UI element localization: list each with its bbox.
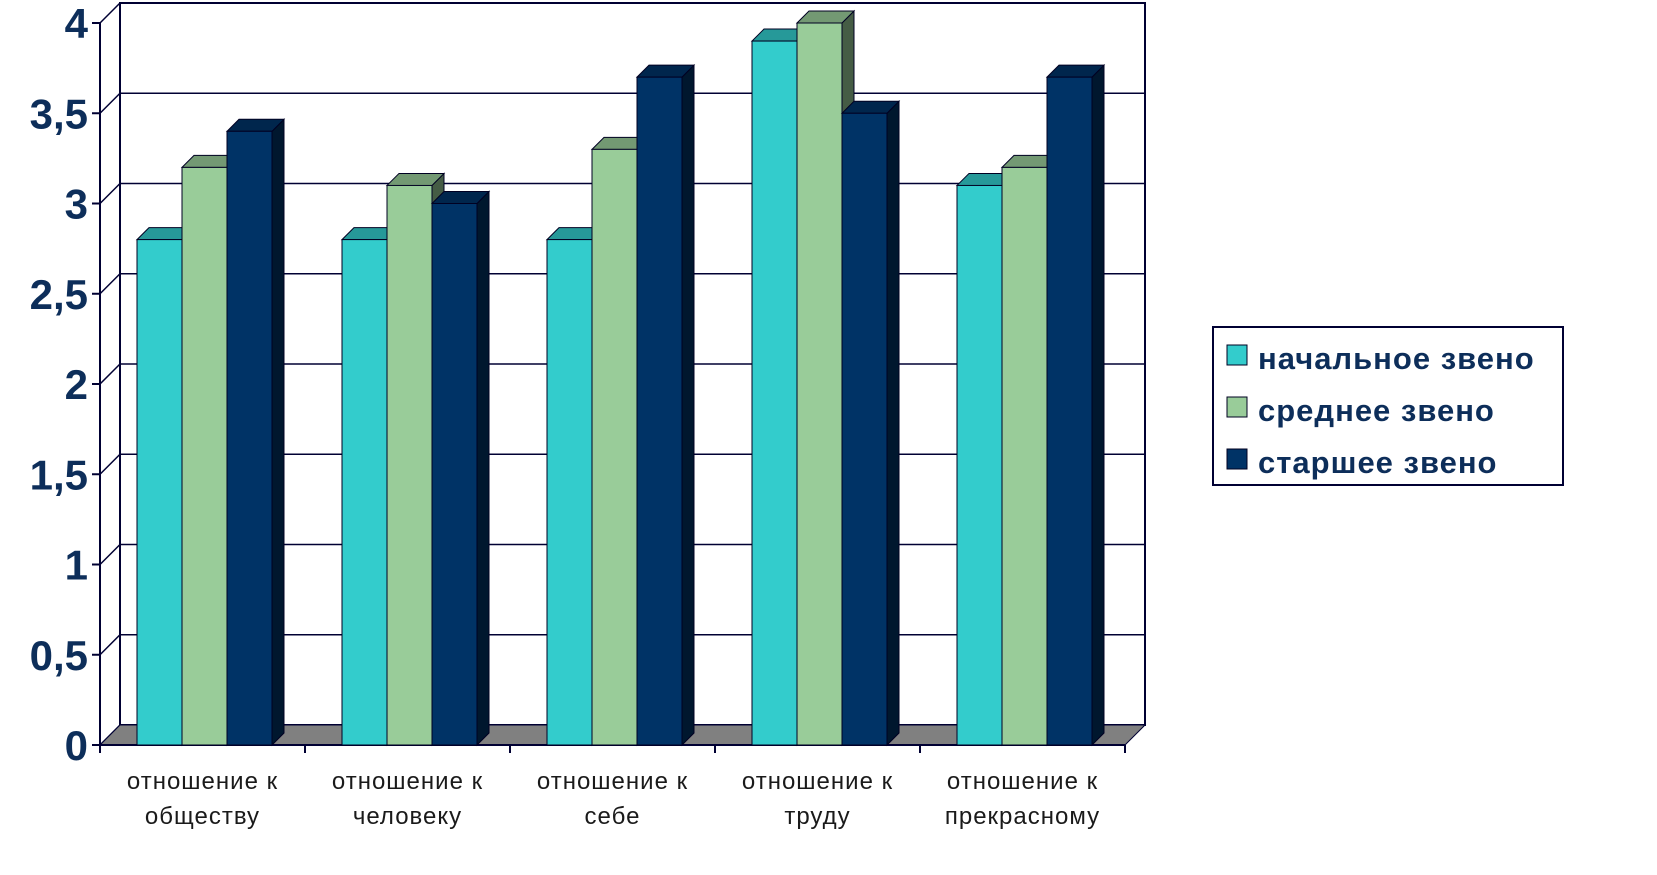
side-wall-line: [99, 363, 121, 385]
bar: [430, 190, 491, 747]
bar: [635, 63, 696, 747]
x-tick-label: обществу: [145, 803, 260, 830]
bar: [840, 100, 901, 747]
y-axis-ticks: 0 0,5 1 1,5 2 2,5 3 3,5 4: [30, 0, 100, 769]
x-tick-label: человеку: [353, 803, 462, 830]
legend-swatch: [1226, 448, 1248, 470]
y-tick-label: 1,5: [30, 451, 88, 498]
bar: [1045, 63, 1106, 747]
bar-front: [546, 239, 593, 746]
y-tick-label: 3,5: [30, 90, 88, 137]
bar-front: [181, 166, 228, 746]
bar-front: [591, 148, 638, 746]
legend-swatch: [1226, 396, 1248, 418]
bar-front: [751, 40, 798, 746]
bar-front: [1001, 166, 1048, 746]
bar-front: [796, 22, 843, 746]
bar-side: [1091, 63, 1105, 747]
x-tick-label: себе: [585, 803, 641, 830]
y-tick-label: 0: [65, 722, 88, 769]
side-wall-line: [99, 92, 121, 114]
x-tick-label: отношение к: [537, 768, 688, 795]
bars: [135, 9, 1106, 747]
side-wall-line: [99, 453, 121, 475]
side-wall-line: [99, 182, 121, 205]
legend-box: [1212, 326, 1564, 486]
legend-swatch: [1226, 344, 1248, 366]
legend-item: среднее звено: [1226, 393, 1495, 428]
legend-label: старшее звено: [1258, 445, 1498, 480]
bar-side: [271, 118, 285, 747]
side-wall-line: [99, 273, 121, 295]
x-tick-label: отношение к: [742, 768, 893, 795]
bar-side: [476, 190, 490, 747]
y-tick-label: 0,5: [30, 632, 88, 679]
bar-front: [226, 130, 273, 746]
bar-front: [1046, 76, 1093, 746]
x-tick-label: прекрасному: [945, 803, 1100, 830]
bar-front: [431, 203, 478, 746]
y-tick-label: 4: [65, 0, 89, 47]
legend: начальное звено среднее звено старшее звен…: [1212, 326, 1564, 486]
bar-side: [886, 100, 900, 747]
bar-front: [841, 112, 888, 746]
bar-front: [341, 239, 388, 746]
bar-side: [681, 63, 695, 747]
side-wall-line: [99, 634, 121, 656]
legend-label: среднее звено: [1258, 393, 1495, 428]
y-tick-label: 2,5: [30, 271, 88, 318]
legend-item: старшее звено: [1226, 445, 1498, 480]
legend-label: начальное звено: [1258, 341, 1535, 376]
side-wall-line: [99, 2, 121, 24]
y-tick-label: 1: [65, 542, 88, 589]
bar-front: [956, 184, 1003, 746]
bar: [225, 118, 286, 747]
side-wall-line: [99, 543, 121, 566]
x-tick-label: отношение к: [947, 768, 1098, 795]
x-tick-label: отношение к: [332, 768, 483, 795]
x-tick-label: отношение к: [127, 768, 278, 795]
y-tick-label: 2: [65, 361, 88, 408]
bar-front: [636, 76, 683, 746]
bar-front: [136, 239, 183, 746]
x-tick-label: труду: [784, 803, 850, 830]
bar-front: [386, 184, 433, 746]
x-axis-ticks: отношение к обществу отношение к человеку от…: [99, 745, 1126, 830]
legend-item: начальное звено: [1226, 341, 1535, 376]
y-tick-label: 3: [65, 181, 88, 228]
